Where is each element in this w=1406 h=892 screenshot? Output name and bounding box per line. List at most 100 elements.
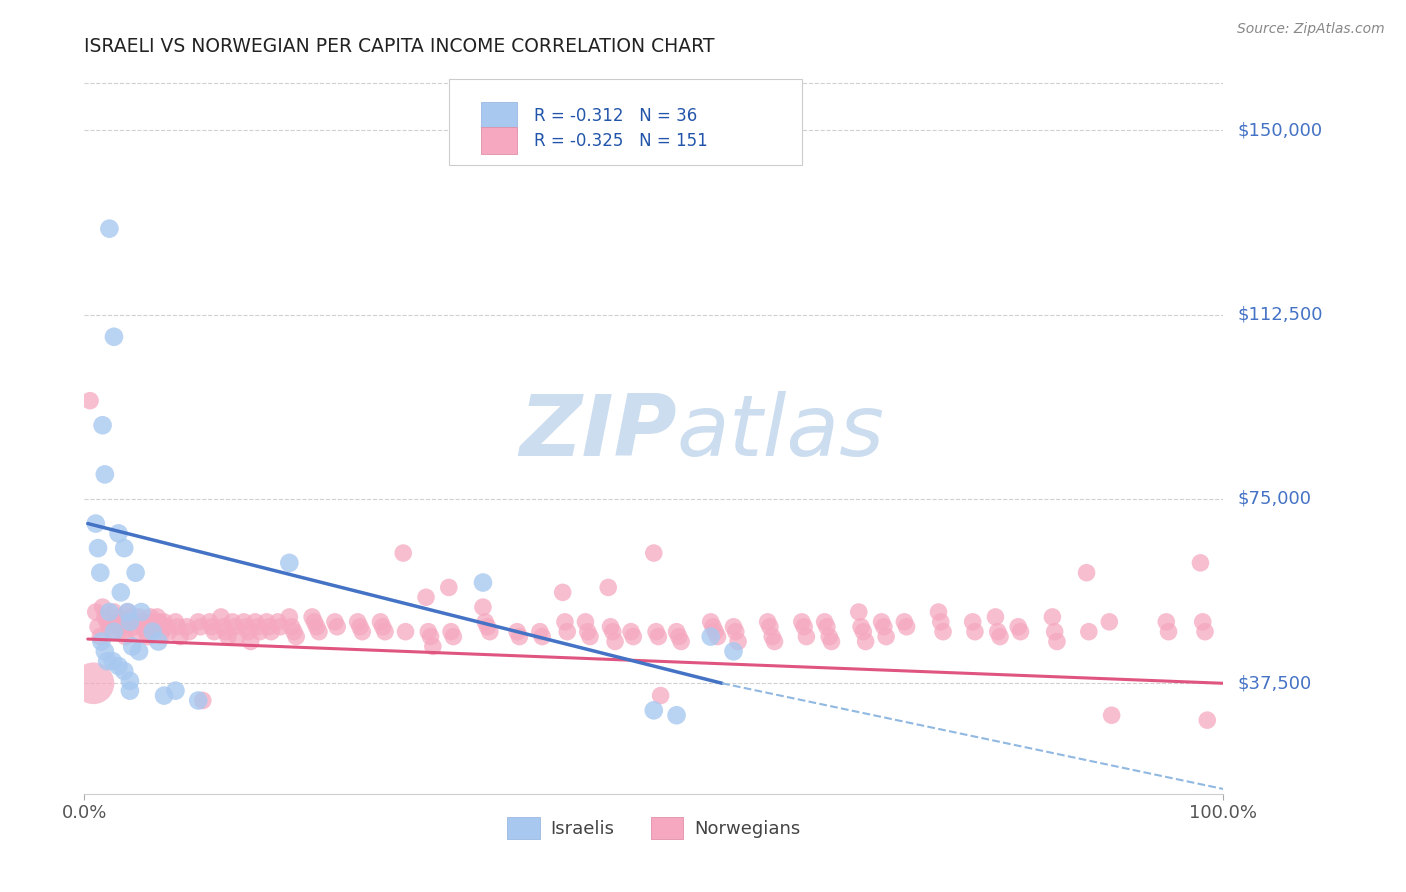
Point: [323, 615, 346, 629]
Point: [1007, 620, 1029, 634]
Point: [370, 615, 392, 629]
Point: [148, 615, 170, 629]
Point: [603, 634, 626, 648]
Point: [226, 630, 249, 644]
Point: [643, 546, 665, 560]
Point: [896, 620, 918, 634]
Point: [131, 615, 153, 629]
Point: [304, 615, 326, 629]
Point: [153, 615, 176, 629]
Point: [121, 615, 143, 629]
Point: [187, 693, 209, 707]
Point: [352, 624, 374, 639]
Point: [94, 610, 117, 624]
Point: [599, 620, 621, 634]
Point: [477, 620, 499, 634]
Point: [576, 624, 599, 639]
Point: [723, 620, 745, 634]
Point: [1042, 610, 1064, 624]
Point: [118, 610, 141, 624]
Point: [121, 640, 143, 654]
Point: [169, 630, 191, 644]
Point: [1043, 624, 1066, 639]
Point: [928, 605, 950, 619]
Point: [873, 620, 896, 634]
Point: [148, 634, 170, 648]
Point: [669, 634, 692, 648]
Point: [84, 516, 107, 531]
Point: [419, 630, 441, 644]
Point: [621, 630, 644, 644]
Point: [472, 600, 495, 615]
Point: [191, 693, 214, 707]
Point: [415, 591, 437, 605]
Point: [224, 620, 246, 634]
Point: [94, 467, 117, 482]
Point: [166, 620, 188, 634]
Point: [238, 624, 260, 639]
Point: [704, 624, 727, 639]
Point: [131, 605, 153, 619]
Point: [374, 624, 396, 639]
Point: [155, 620, 177, 634]
Point: [305, 620, 328, 634]
Point: [963, 624, 986, 639]
Point: [125, 624, 148, 639]
Point: [1077, 624, 1099, 639]
Point: [820, 634, 842, 648]
Point: [665, 624, 688, 639]
Point: [508, 630, 530, 644]
Point: [98, 221, 121, 235]
Point: [759, 620, 782, 634]
Point: [814, 615, 837, 629]
Point: [280, 620, 302, 634]
Legend: Israelis, Norwegians: Israelis, Norwegians: [501, 810, 807, 847]
Point: [437, 581, 460, 595]
Point: [815, 620, 838, 634]
Point: [79, 393, 101, 408]
Point: [139, 610, 162, 624]
Point: [478, 624, 501, 639]
Point: [727, 634, 749, 648]
Point: [326, 620, 349, 634]
Point: [128, 610, 150, 624]
Point: [763, 634, 786, 648]
Point: [150, 624, 173, 639]
Point: [848, 605, 870, 619]
Point: [157, 624, 180, 639]
Point: [103, 605, 125, 619]
Point: [101, 654, 124, 668]
Point: [554, 615, 576, 629]
Point: [107, 526, 129, 541]
Point: [602, 624, 624, 639]
Point: [153, 689, 176, 703]
Point: [201, 620, 224, 634]
FancyBboxPatch shape: [481, 127, 517, 154]
Point: [849, 620, 872, 634]
Point: [135, 624, 157, 639]
Point: [700, 615, 723, 629]
Point: [1189, 556, 1212, 570]
Point: [529, 624, 551, 639]
Point: [212, 620, 235, 634]
Point: [256, 615, 278, 629]
Text: $37,500: $37,500: [1237, 674, 1312, 692]
Point: [700, 630, 723, 644]
Point: [235, 620, 257, 634]
Point: [893, 615, 915, 629]
Point: [209, 610, 232, 624]
Point: [551, 585, 574, 599]
Point: [643, 703, 665, 717]
Point: [98, 620, 121, 634]
Point: [1046, 634, 1069, 648]
Point: [870, 615, 893, 629]
Point: [790, 615, 813, 629]
Point: [647, 630, 669, 644]
Point: [269, 620, 291, 634]
Point: [107, 659, 129, 673]
Point: [257, 620, 280, 634]
Point: [1191, 615, 1213, 629]
Point: [96, 654, 118, 668]
Point: [142, 615, 165, 629]
Point: [221, 615, 243, 629]
